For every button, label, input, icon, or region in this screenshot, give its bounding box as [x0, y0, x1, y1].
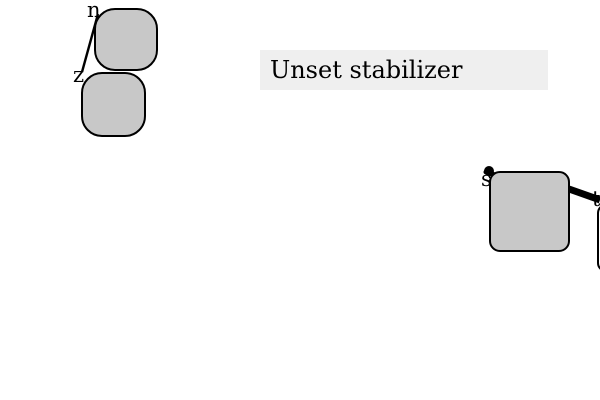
node-shape-top	[94, 8, 158, 71]
title-text: Unset stabilizer	[270, 56, 463, 84]
edge-s-endpoint	[484, 166, 494, 176]
node-shape-offscreen	[597, 206, 600, 270]
node-label-n: n	[87, 0, 101, 22]
node-label-t: t	[592, 187, 600, 211]
node-shape-right	[489, 171, 570, 252]
node-label-z: z	[73, 63, 84, 87]
title-banner: Unset stabilizer	[260, 50, 548, 90]
node-label-s: s	[481, 167, 492, 191]
node-shape-bottom	[81, 72, 146, 137]
edge-block-t	[567, 185, 600, 204]
